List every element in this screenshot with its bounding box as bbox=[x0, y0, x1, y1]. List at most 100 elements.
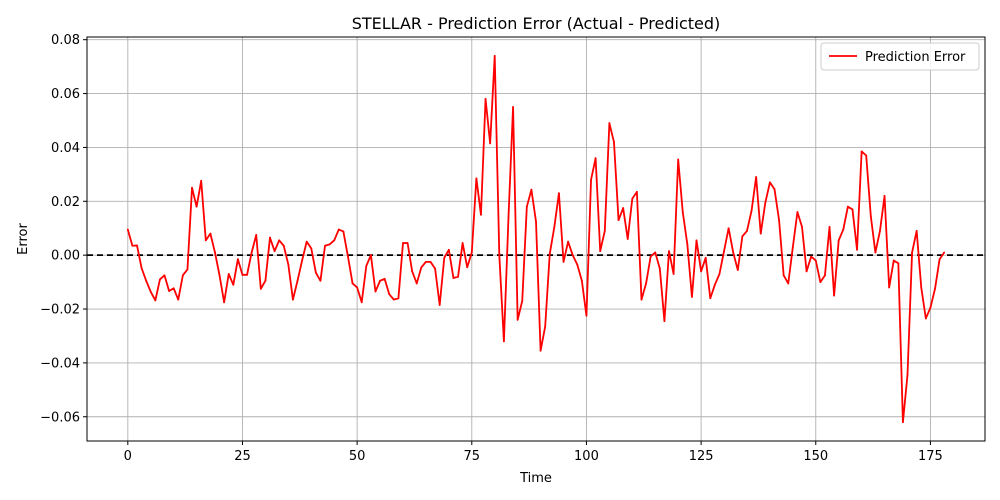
data-point bbox=[443, 256, 446, 259]
data-point bbox=[769, 181, 771, 184]
data-point bbox=[626, 238, 629, 240]
data-point bbox=[232, 283, 235, 286]
data-point bbox=[319, 279, 322, 282]
y-tick-label: 0.00 bbox=[51, 249, 80, 264]
y-axis-ticks: −0.06 −0.04 −0.02 0.00 0.02 0.04 0.06 0.08 bbox=[40, 33, 87, 425]
y-tick-label: −0.02 bbox=[40, 303, 80, 318]
data-point bbox=[209, 232, 212, 235]
data-point bbox=[539, 349, 542, 352]
data-point bbox=[902, 421, 904, 424]
data-point bbox=[159, 278, 161, 281]
data-point bbox=[374, 290, 377, 293]
data-point bbox=[287, 263, 290, 266]
data-point bbox=[136, 244, 138, 247]
data-point bbox=[200, 179, 203, 182]
x-tick-label: 175 bbox=[918, 449, 943, 464]
data-point bbox=[567, 240, 570, 243]
data-point bbox=[392, 298, 395, 301]
data-point bbox=[314, 271, 317, 274]
data-point bbox=[402, 242, 404, 244]
data-point bbox=[851, 208, 854, 211]
data-point bbox=[434, 267, 437, 270]
x-tick-label: 125 bbox=[689, 449, 714, 464]
data-point bbox=[342, 230, 345, 233]
data-point bbox=[305, 240, 308, 243]
data-point bbox=[603, 230, 606, 232]
data-point bbox=[461, 242, 464, 244]
data-point bbox=[750, 209, 753, 212]
data-point bbox=[883, 195, 886, 197]
data-point bbox=[415, 282, 418, 285]
data-point bbox=[204, 239, 207, 242]
legend-box bbox=[820, 42, 980, 71]
data-point bbox=[888, 286, 891, 289]
data-point bbox=[668, 250, 670, 253]
data-point bbox=[452, 277, 455, 279]
data-point bbox=[869, 215, 872, 218]
data-point bbox=[672, 273, 675, 275]
data-point bbox=[755, 176, 758, 178]
data-point bbox=[126, 228, 129, 231]
data-point bbox=[782, 274, 785, 277]
data-point bbox=[833, 294, 836, 297]
data-point bbox=[874, 251, 877, 254]
x-tick-label: 75 bbox=[464, 449, 481, 464]
data-point bbox=[273, 250, 276, 253]
data-point bbox=[333, 239, 336, 242]
data-point bbox=[934, 287, 936, 290]
data-point bbox=[250, 251, 253, 254]
data-point bbox=[140, 267, 143, 269]
data-point bbox=[530, 188, 533, 191]
data-point bbox=[337, 228, 340, 231]
plot-frame bbox=[86, 36, 986, 442]
data-point bbox=[489, 142, 492, 145]
y-tick-label: −0.04 bbox=[40, 356, 80, 371]
x-tick-label: 150 bbox=[803, 449, 828, 464]
data-point bbox=[438, 304, 441, 306]
legend-label-prediction-error: Prediction Error bbox=[865, 50, 966, 65]
data-point bbox=[181, 274, 184, 277]
data-point bbox=[677, 158, 680, 161]
data-point bbox=[704, 256, 707, 259]
data-point bbox=[168, 290, 170, 292]
y-tick-label: −0.06 bbox=[40, 410, 80, 425]
data-point bbox=[622, 207, 625, 209]
y-tick-label: 0.02 bbox=[51, 195, 80, 210]
data-point bbox=[447, 248, 450, 251]
data-point bbox=[658, 267, 661, 270]
data-point bbox=[700, 270, 703, 273]
data-point bbox=[897, 262, 900, 265]
y-tick-label: 0.04 bbox=[51, 141, 80, 156]
data-point bbox=[824, 274, 826, 277]
data-point bbox=[553, 225, 556, 228]
data-point bbox=[814, 259, 817, 262]
data-point bbox=[686, 243, 689, 246]
data-point bbox=[732, 251, 735, 254]
data-point bbox=[480, 213, 482, 216]
x-axis-ticks: 0 25 50 75 100 125 150 175 bbox=[124, 441, 943, 464]
data-point bbox=[512, 106, 514, 108]
data-point bbox=[911, 251, 913, 254]
x-tick-label: 50 bbox=[349, 449, 366, 464]
data-point bbox=[498, 254, 501, 257]
data-point bbox=[310, 247, 313, 250]
x-tick-label: 0 bbox=[124, 449, 132, 464]
data-point bbox=[425, 260, 427, 263]
data-point bbox=[810, 255, 813, 258]
data-point bbox=[264, 279, 267, 282]
plot-area bbox=[86, 36, 986, 442]
data-point bbox=[191, 186, 193, 189]
data-point bbox=[227, 273, 230, 275]
data-point bbox=[879, 230, 881, 232]
data-point bbox=[369, 254, 372, 257]
data-point bbox=[493, 54, 496, 57]
data-point bbox=[470, 251, 473, 254]
data-point bbox=[842, 228, 845, 231]
data-point bbox=[718, 273, 721, 275]
data-point bbox=[681, 211, 684, 213]
data-point bbox=[177, 298, 180, 301]
data-point bbox=[406, 242, 409, 244]
data-point bbox=[223, 301, 226, 304]
data-point bbox=[709, 297, 712, 300]
